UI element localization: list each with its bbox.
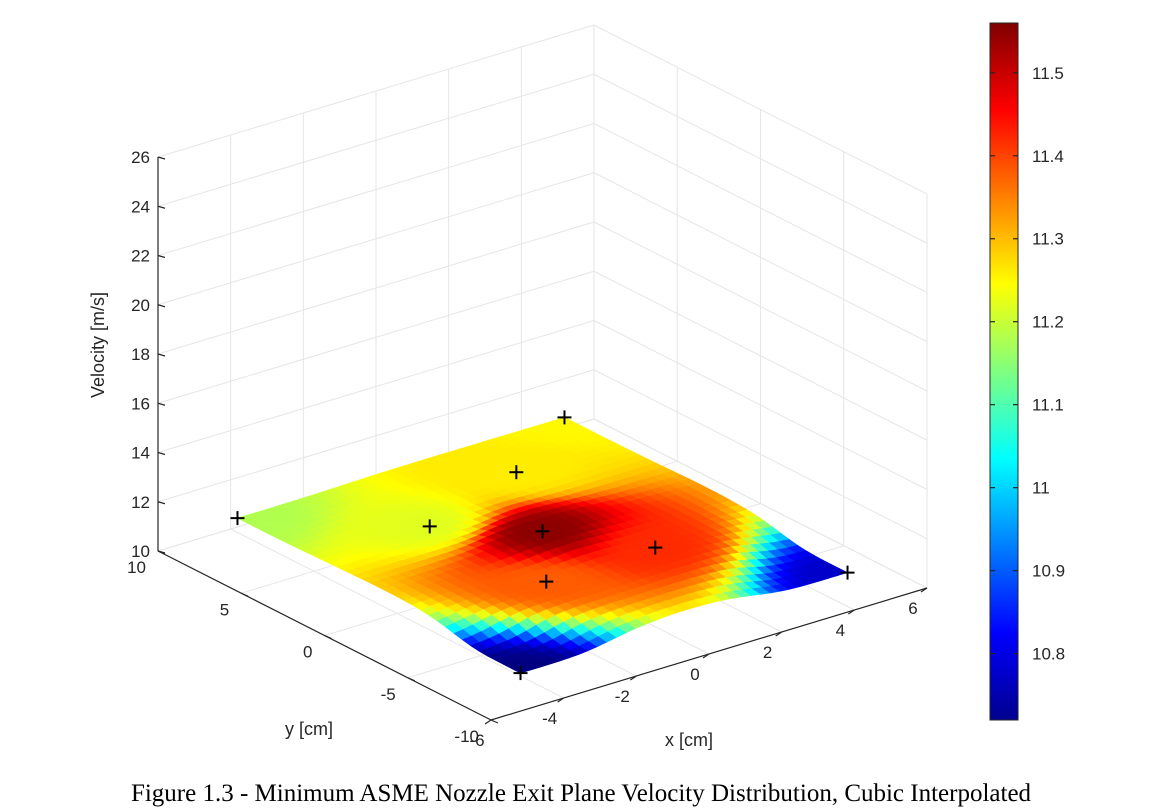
x-tick-mark: [702, 653, 710, 659]
x-tick-label: 4: [836, 621, 845, 640]
grid-line-side-wall: [593, 24, 928, 195]
measurement-marker: [557, 410, 572, 425]
z-tick-label: 26: [131, 148, 150, 167]
colorbar-tick-label: 10.8: [1032, 645, 1065, 664]
colorbar-tick-label: 11.5: [1032, 64, 1064, 83]
grid-line-back-wall: [157, 369, 595, 503]
z-tick-label: 16: [131, 394, 150, 413]
x-tick-label: 0: [690, 665, 699, 684]
grid-line-side-wall: [593, 320, 928, 490]
x-tick-mark: [557, 697, 564, 703]
y-tick-label: 5: [220, 600, 229, 619]
y-tick-mark: [241, 592, 249, 597]
y-tick-mark: [407, 677, 415, 682]
velocity-surface: [236, 417, 849, 674]
z-tick-label: 12: [131, 493, 150, 512]
x-tick-label: 6: [908, 599, 917, 618]
z-tick-label: 10: [131, 542, 150, 561]
z-tick-mark: [157, 451, 166, 456]
measurement-marker: [422, 519, 437, 534]
grid-line-side-wall: [593, 418, 928, 589]
colorbar-tick-label: 11.4: [1032, 147, 1064, 166]
y-tick-label: -10: [454, 727, 479, 746]
grid-line-side-wall: [593, 123, 928, 293]
x-axis-label: x [cm]: [665, 730, 713, 750]
z-tick-label: 22: [131, 247, 150, 266]
grid-line-side-wall: [593, 172, 928, 343]
z-tick-mark: [157, 205, 166, 209]
colorbar-tick-label: 10.9: [1032, 562, 1065, 581]
z-axis-label: Velocity [m/s]: [88, 292, 108, 398]
grid-line-back-wall: [157, 320, 595, 453]
z-tick-mark: [157, 402, 166, 406]
colorbar-tick-label: 11.3: [1032, 230, 1064, 249]
colorbar-tick-label: 11.1: [1032, 396, 1064, 415]
grid-line-side-wall: [593, 221, 928, 392]
y-tick-label: 0: [303, 643, 312, 662]
z-tick-mark: [157, 501, 166, 505]
x-tick-mark: [775, 631, 782, 637]
measurement-marker: [535, 524, 550, 539]
x-tick-mark: [484, 719, 492, 725]
y-tick-label: 10: [127, 558, 146, 577]
z-tick-mark: [157, 353, 166, 357]
colorbar: [989, 22, 1019, 721]
z-tick-mark: [157, 550, 166, 554]
y-tick-mark: [490, 719, 499, 724]
grid-line-side-wall: [593, 270, 928, 441]
figure-caption: Figure 1.3 - Minimum ASME Nozzle Exit Pl…: [131, 780, 1032, 807]
grid-line-back-wall: [157, 24, 595, 158]
grid-line-back-wall: [157, 123, 595, 256]
z-tick-label: 24: [131, 197, 150, 216]
colorbar-tick-label: 11: [1032, 479, 1050, 498]
grid-line-back-wall: [157, 73, 595, 207]
z-tick-mark: [157, 304, 166, 308]
x-tick-mark: [630, 675, 637, 681]
grid-line-side-wall: [593, 73, 928, 244]
colorbar-ticks: 10.8 10.9 11 11.1 11.2 11.3 11.4 11.5: [990, 64, 1065, 664]
x-tick-label: -6: [469, 731, 484, 750]
grid-line-back-wall: [157, 172, 595, 306]
x-tick-mark: [848, 609, 855, 615]
measurement-marker: [539, 574, 554, 589]
y-tick-label: -5: [381, 685, 396, 704]
y-axis-label: y [cm]: [285, 719, 333, 739]
y-tick-mark: [324, 634, 332, 640]
z-tick-label: 20: [131, 296, 150, 315]
x-tick-label: -4: [542, 709, 557, 728]
z-tick-mark: [157, 254, 166, 259]
z-tick-mark: [157, 156, 166, 160]
measurement-marker: [513, 666, 528, 681]
grid-line-back-wall: [157, 270, 595, 404]
z-tick-label: 14: [131, 444, 150, 463]
x-tick-label: 2: [763, 643, 772, 662]
colorbar-tick-label: 11.2: [1032, 313, 1064, 332]
measurement-marker: [230, 511, 245, 526]
measurement-markers: [230, 410, 855, 681]
grid-line-back-wall: [157, 221, 595, 355]
measurement-marker: [840, 565, 855, 580]
x-tick-label: -2: [615, 687, 630, 706]
measurement-marker: [509, 465, 524, 480]
x-tick-mark: [920, 587, 928, 593]
measurement-marker: [648, 540, 663, 555]
z-tick-label: 18: [131, 345, 150, 364]
grid-line-side-wall: [593, 369, 928, 540]
